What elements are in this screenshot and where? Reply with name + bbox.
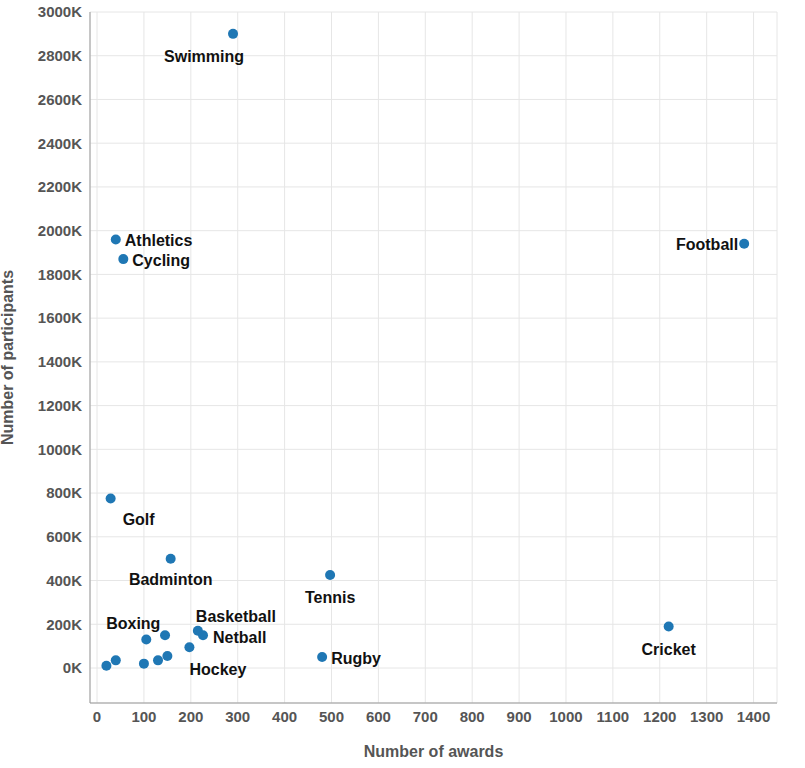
svg-text:900: 900: [507, 708, 532, 725]
svg-text:2400K: 2400K: [38, 135, 82, 152]
svg-text:1000K: 1000K: [38, 441, 82, 458]
svg-text:200: 200: [178, 708, 203, 725]
svg-text:Athletics: Athletics: [125, 232, 193, 249]
svg-text:Hockey: Hockey: [189, 661, 246, 678]
svg-text:3000K: 3000K: [38, 3, 82, 20]
svg-text:800: 800: [460, 708, 485, 725]
svg-text:Cycling: Cycling: [132, 252, 190, 269]
svg-text:700: 700: [413, 708, 438, 725]
svg-text:1000: 1000: [549, 708, 582, 725]
svg-text:1300: 1300: [690, 708, 723, 725]
svg-text:600: 600: [366, 708, 391, 725]
svg-text:1800K: 1800K: [38, 266, 82, 283]
svg-text:Badminton: Badminton: [129, 571, 213, 588]
svg-text:2200K: 2200K: [38, 178, 82, 195]
svg-text:Golf: Golf: [123, 511, 156, 528]
svg-text:800K: 800K: [46, 484, 82, 501]
svg-text:400: 400: [272, 708, 297, 725]
svg-text:1200K: 1200K: [38, 397, 82, 414]
svg-text:Number of participants: Number of participants: [8, 270, 16, 445]
svg-text:Netball: Netball: [213, 629, 266, 646]
svg-text:Football: Football: [676, 236, 738, 253]
svg-text:1600K: 1600K: [38, 309, 82, 326]
svg-text:100: 100: [131, 708, 156, 725]
svg-text:Basketball: Basketball: [196, 608, 276, 625]
svg-text:1200: 1200: [643, 708, 676, 725]
svg-text:2600K: 2600K: [38, 91, 82, 108]
svg-text:400K: 400K: [46, 572, 82, 589]
svg-text:200K: 200K: [46, 616, 82, 633]
svg-text:2000K: 2000K: [38, 222, 82, 239]
svg-text:2800K: 2800K: [38, 47, 82, 64]
svg-text:0K: 0K: [63, 659, 82, 676]
svg-text:Tennis: Tennis: [305, 589, 355, 606]
svg-text:1100: 1100: [597, 708, 630, 725]
svg-text:1400K: 1400K: [38, 353, 82, 370]
svg-text:1400: 1400: [737, 708, 770, 725]
svg-text:Rugby: Rugby: [331, 650, 381, 667]
svg-text:Boxing: Boxing: [106, 615, 160, 632]
svg-text:500: 500: [319, 708, 344, 725]
svg-text:0: 0: [93, 708, 101, 725]
svg-text:600K: 600K: [46, 528, 82, 545]
svg-text:300: 300: [225, 708, 250, 725]
svg-text:Number of awards: Number of awards: [364, 743, 504, 760]
svg-text:Cricket: Cricket: [642, 641, 697, 658]
svg-text:Swimming: Swimming: [164, 48, 244, 65]
